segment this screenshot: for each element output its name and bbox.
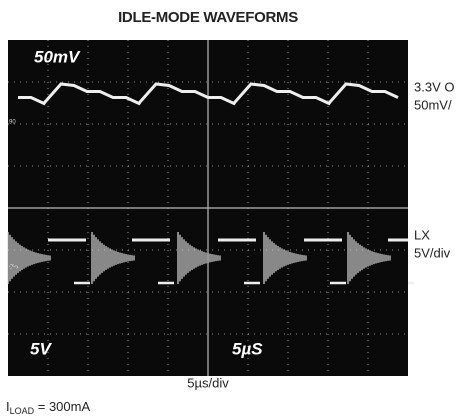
page: {"header": {"title": "IDLE-MODE WAVEFORM… — [0, 0, 473, 419]
trace-name: LX — [414, 227, 430, 242]
title: IDLE-MODE WAVEFORMS — [118, 9, 298, 26]
marker-0: 0% — [9, 265, 18, 271]
ch1-scale: 50mV — [34, 47, 81, 66]
trace-name: 3.3V O — [414, 79, 454, 94]
footnote: ILOAD = 300mA — [6, 399, 90, 416]
marker-90: 90 — [9, 120, 16, 126]
time-scale: 5µS — [232, 339, 263, 358]
trace-scale: 5V/div — [414, 245, 451, 260]
ch2-scale: 5V — [30, 339, 52, 358]
x-label: 5µs/div — [187, 375, 229, 390]
footnote-rest: = 300mA — [34, 399, 90, 414]
footnote-subscript: LOAD — [10, 406, 35, 416]
trace-scale: 50mV/ — [414, 97, 452, 112]
scope-figure: IDLE-MODE WAVEFORMS 50mV 5V 5µS 90 0% 3.… — [0, 0, 473, 419]
